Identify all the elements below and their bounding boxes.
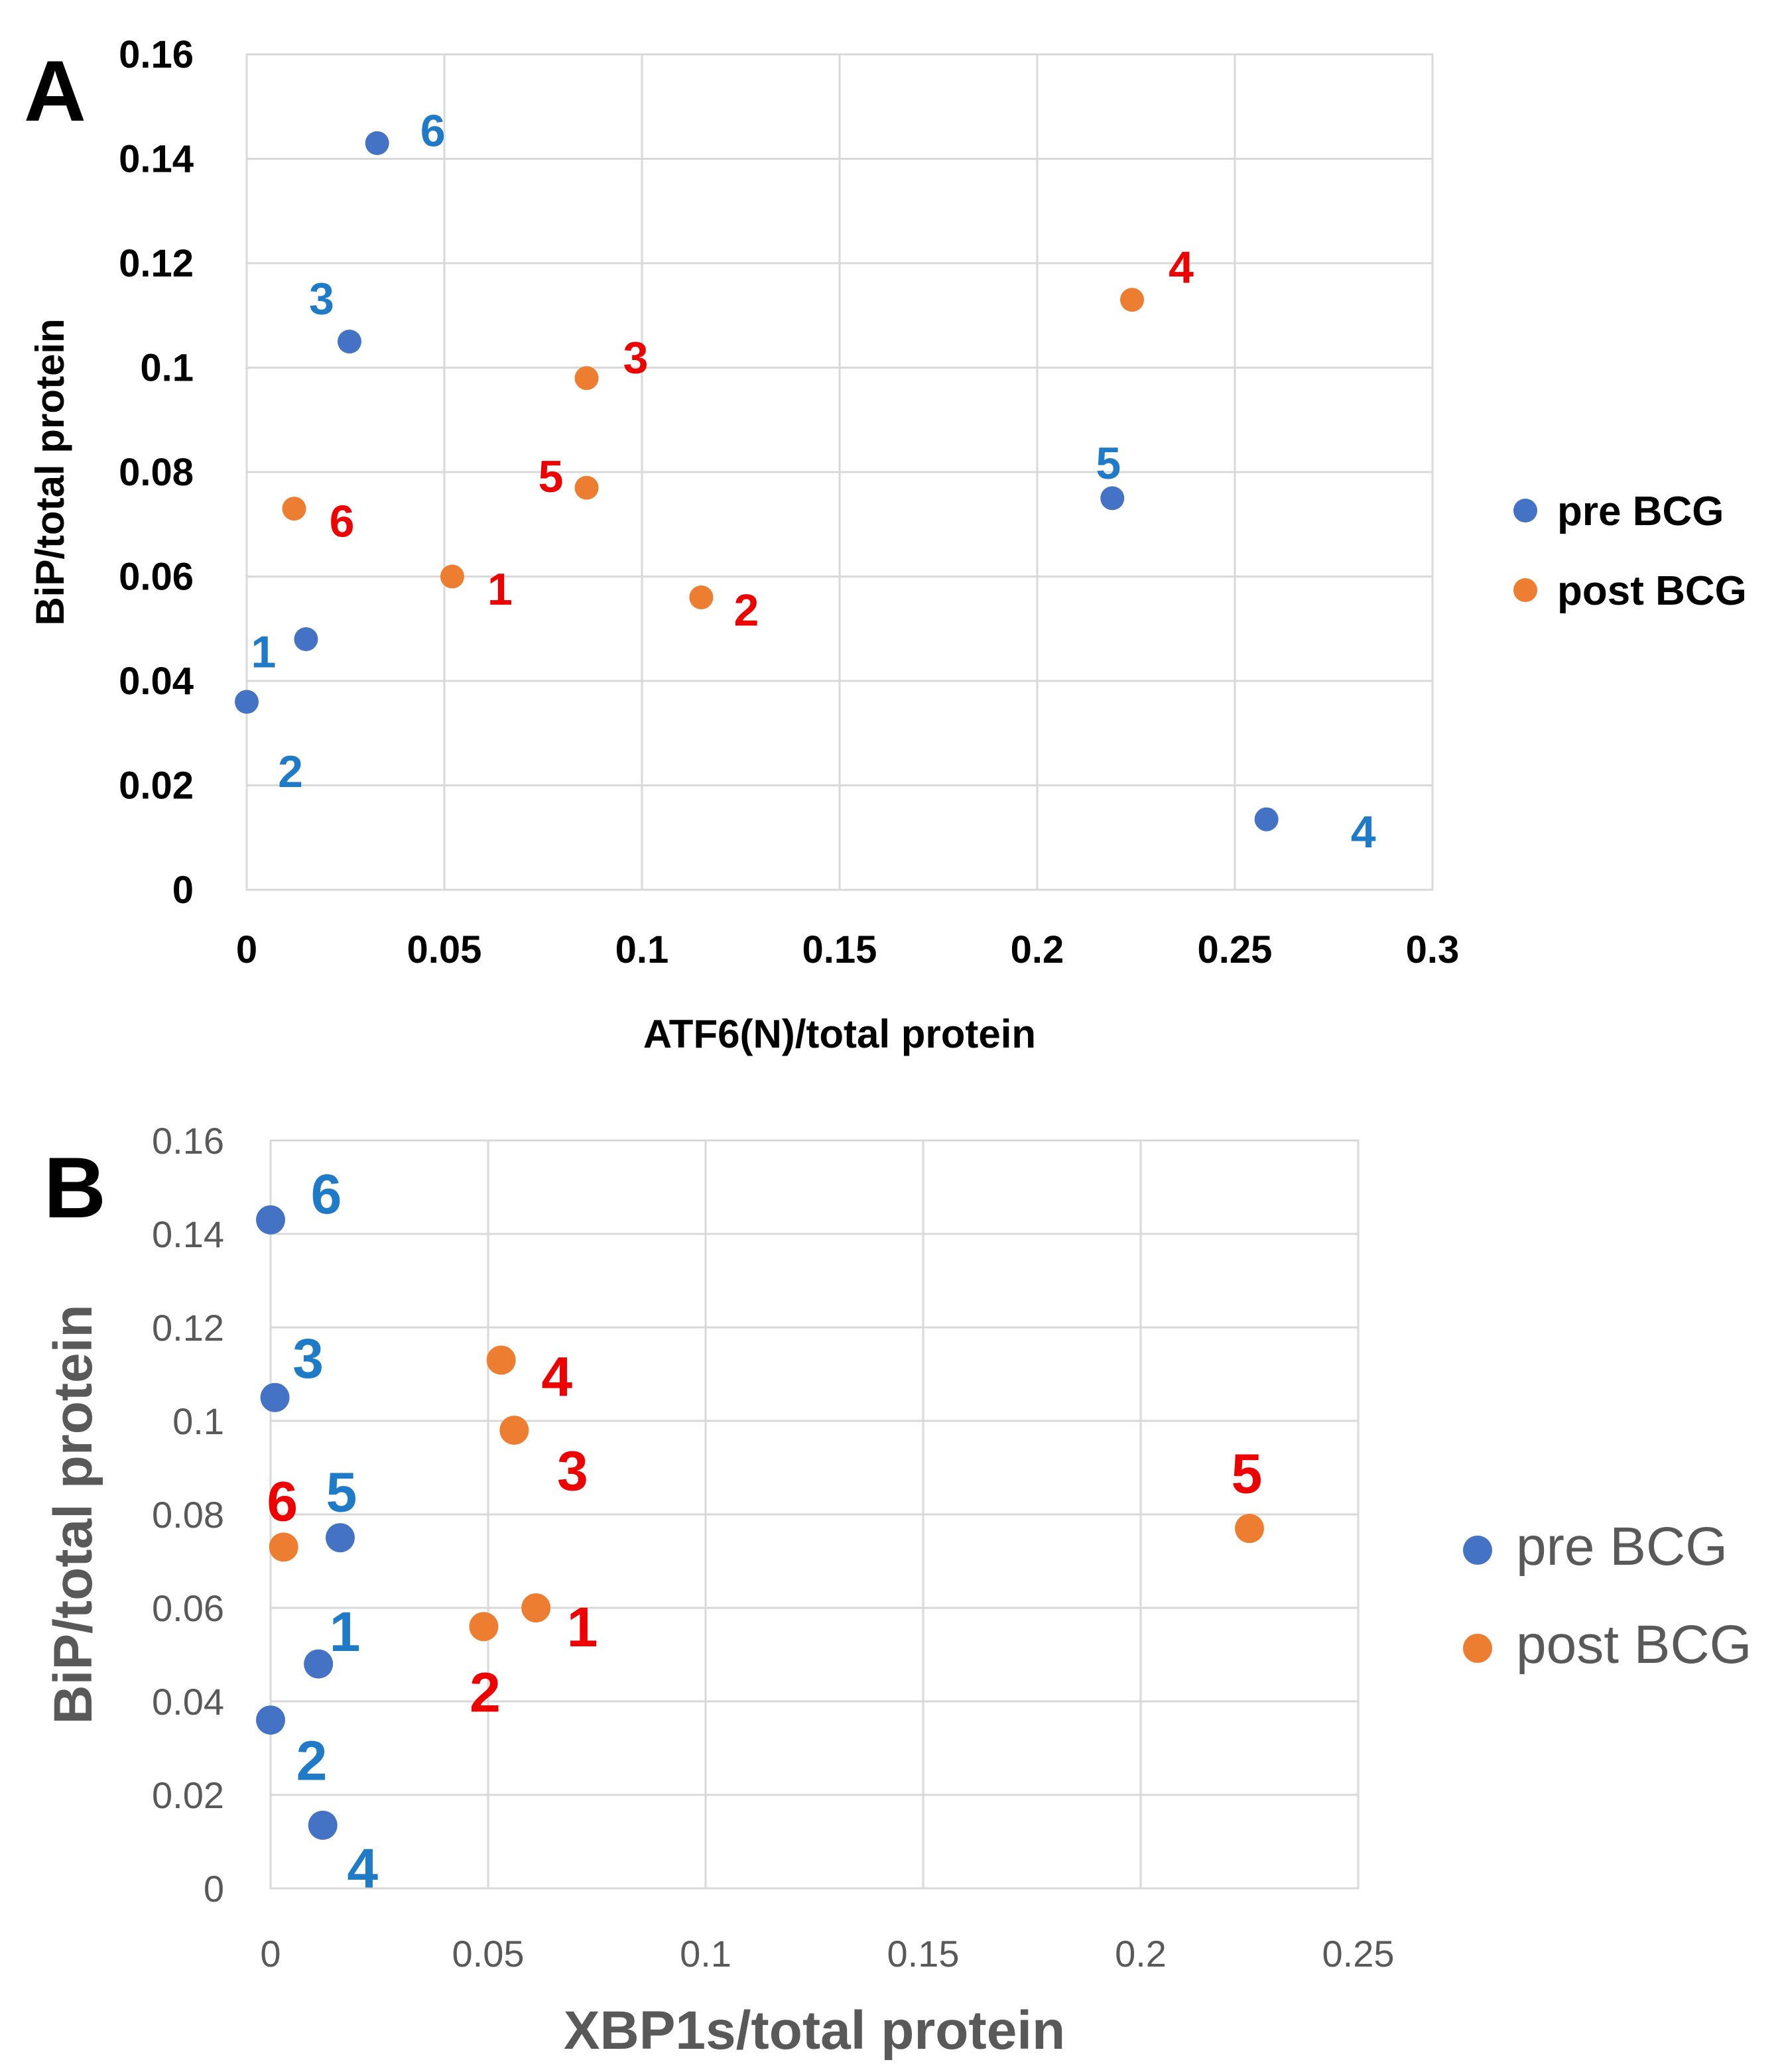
- y-tick-label: 0.1: [140, 347, 194, 390]
- pre-point-label: 6: [311, 1163, 342, 1225]
- pre-bcg-point: [260, 1382, 290, 1412]
- x-axis-title: ATF6(N)/total protein: [643, 1012, 1036, 1056]
- y-tick-label: 0.16: [119, 33, 194, 76]
- pre-bcg-point: [304, 1649, 334, 1679]
- panel-letter: A: [24, 42, 86, 139]
- legend-label-post: post BCG: [1516, 1615, 1751, 1675]
- y-tick-label: 0.14: [119, 138, 194, 181]
- post-point-label: 1: [487, 564, 513, 615]
- legend-marker-pre: [1513, 499, 1537, 522]
- x-tick-label: 0.05: [452, 1933, 525, 1975]
- pre-point-label: 3: [309, 274, 334, 324]
- post-bcg-point: [269, 1532, 298, 1562]
- pre-point-label: 1: [330, 1601, 361, 1663]
- y-tick-label: 0.06: [152, 1587, 224, 1629]
- y-tick-label: 0.12: [119, 242, 194, 285]
- pre-bcg-point: [337, 330, 361, 354]
- panel-a: A00.020.040.060.080.10.120.140.160 0.05 0.…: [24, 33, 1747, 1056]
- legend-marker-post: [1463, 1634, 1492, 1663]
- pre-bcg-point: [235, 690, 259, 714]
- legend-label-pre: pre BCG: [1516, 1516, 1728, 1577]
- post-bcg-point: [574, 366, 599, 391]
- legend-label-post: post BCG: [1557, 568, 1747, 614]
- pre-point-label: 6: [420, 105, 446, 156]
- x-tick-label: 0.05: [407, 928, 482, 971]
- post-bcg-point: [499, 1416, 529, 1445]
- pre-point-label: 5: [326, 1461, 357, 1523]
- y-tick-label: 0.02: [119, 764, 194, 808]
- pre-point-label: 2: [296, 1729, 328, 1792]
- post-point-label: 4: [541, 1346, 572, 1408]
- post-point-label: 6: [330, 497, 355, 547]
- pre-bcg-point: [1254, 807, 1279, 831]
- x-tick-label: 0: [236, 928, 257, 971]
- post-point-label: 2: [733, 585, 759, 635]
- y-tick-label: 0.04: [152, 1681, 224, 1723]
- legend-marker-pre: [1463, 1536, 1492, 1565]
- y-tick-label: 0: [172, 869, 194, 912]
- panel-letter: B: [44, 1139, 106, 1236]
- x-tick-label: 0.2: [1115, 1933, 1167, 1975]
- pre-bcg-point: [325, 1523, 355, 1553]
- x-axis-title: XBP1s/total protein: [564, 2000, 1065, 2061]
- pre-bcg-point: [308, 1810, 338, 1840]
- post-point-label: 4: [1169, 243, 1194, 293]
- pre-point-label: 2: [278, 747, 303, 797]
- post-point-label: 5: [1232, 1442, 1263, 1504]
- x-tick-label: 0: [260, 1933, 281, 1975]
- pre-point-label: 1: [251, 627, 276, 677]
- pre-bcg-point: [1100, 486, 1125, 511]
- legend-label-pre: pre BCG: [1557, 489, 1724, 534]
- pre-point-label: 5: [1096, 438, 1121, 489]
- post-bcg-point: [486, 1345, 516, 1375]
- post-bcg-point: [1235, 1514, 1264, 1544]
- x-tick-label: 0.3: [1406, 928, 1460, 971]
- y-tick-label: 0: [204, 1868, 224, 1910]
- post-point-label: 5: [539, 452, 564, 502]
- y-tick-label: 0.16: [152, 1120, 224, 1162]
- pre-bcg-point: [294, 627, 318, 651]
- legend-marker-post: [1513, 578, 1537, 602]
- y-tick-label: 0.02: [152, 1774, 224, 1816]
- post-bcg-point: [574, 475, 599, 500]
- y-tick-label: 0.14: [152, 1213, 224, 1255]
- post-bcg-point: [440, 564, 464, 589]
- pre-point-label: 3: [292, 1327, 324, 1390]
- post-bcg-point: [469, 1612, 499, 1642]
- post-point-label: 3: [557, 1439, 588, 1502]
- x-tick-label: 0.25: [1322, 1933, 1395, 1975]
- y-tick-label: 0.04: [119, 660, 194, 703]
- post-point-label: 2: [470, 1661, 501, 1723]
- y-tick-label: 0.1: [172, 1400, 224, 1442]
- post-point-label: 1: [567, 1596, 598, 1658]
- pre-point-label: 4: [347, 1837, 378, 1900]
- y-tick-label: 0.06: [119, 556, 194, 599]
- pre-bcg-point: [256, 1205, 285, 1235]
- pre-bcg-point: [365, 131, 389, 155]
- x-tick-label: 0.1: [615, 928, 669, 971]
- post-bcg-point: [689, 585, 714, 609]
- x-tick-label: 0.15: [802, 928, 877, 971]
- panel-b: B00.020.040.060.080.10.120.140.160 0.05 0.…: [43, 1120, 1751, 2061]
- y-tick-label: 0.08: [119, 451, 194, 494]
- post-bcg-point: [521, 1593, 551, 1622]
- x-tick-label: 0.2: [1011, 928, 1064, 971]
- y-axis-title: BiP/total protein: [28, 318, 72, 625]
- pre-point-label: 4: [1351, 807, 1376, 857]
- x-tick-label: 0.1: [680, 1933, 731, 1975]
- x-tick-label: 0.15: [887, 1933, 960, 1975]
- pre-bcg-point: [256, 1705, 285, 1735]
- y-tick-label: 0.12: [152, 1307, 224, 1349]
- x-tick-label: 0.25: [1198, 928, 1273, 971]
- post-bcg-point: [282, 497, 306, 521]
- post-bcg-point: [1120, 288, 1145, 312]
- y-axis-title: BiP/total protein: [43, 1304, 103, 1724]
- y-tick-label: 0.08: [152, 1494, 224, 1536]
- post-point-label: 6: [267, 1471, 298, 1533]
- post-point-label: 3: [623, 333, 649, 383]
